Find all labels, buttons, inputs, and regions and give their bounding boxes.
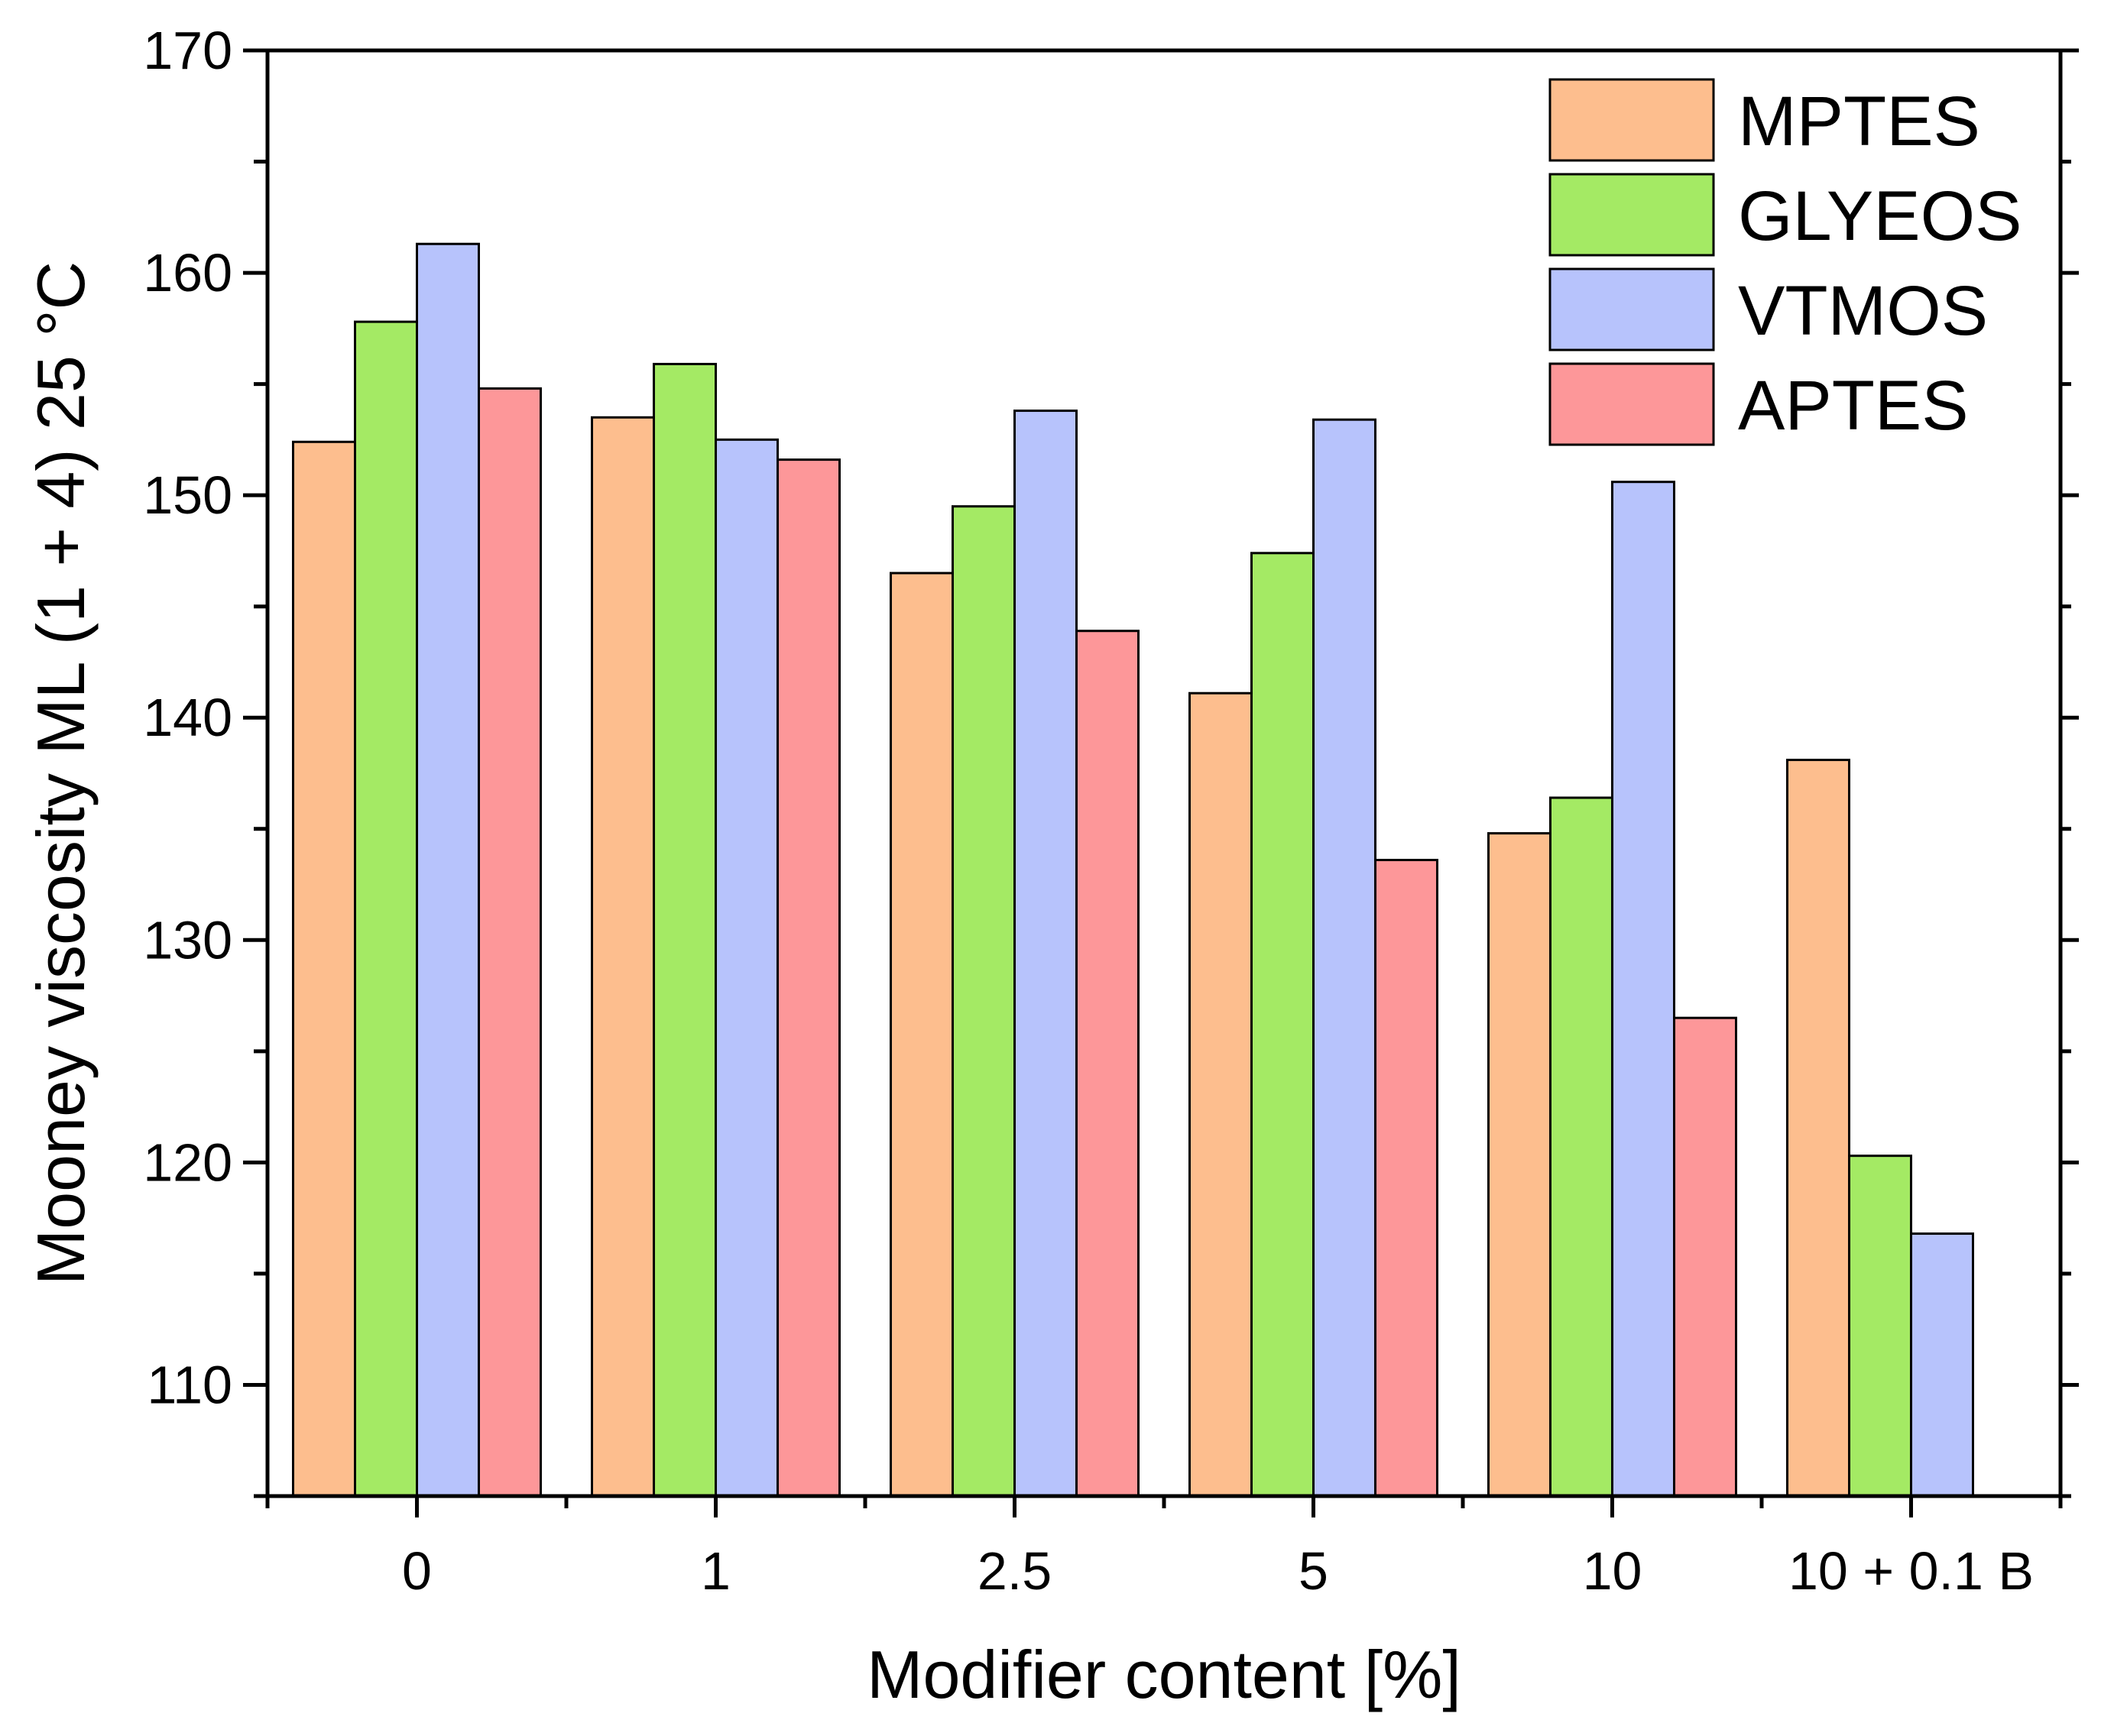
bar-aptes-2-5: [1075, 630, 1140, 1498]
x-tick-label: 2.5: [978, 1541, 1052, 1601]
y-tick-label: 160: [143, 243, 232, 303]
bar-glyeos-10-0-1-B: [1848, 1155, 1912, 1498]
bar-glyeos-2-5: [952, 505, 1016, 1498]
x-tick-label: 10 + 0.1 B: [1788, 1541, 2034, 1601]
y-axis-title: Mooney viscosity ML (1 + 4) 25 °C: [23, 261, 99, 1285]
y-tick-label: 140: [143, 688, 232, 747]
bar-vtmos-10: [1611, 481, 1675, 1498]
x-tick-label: 1: [701, 1541, 731, 1601]
bar-mptes-10: [1487, 832, 1551, 1498]
y-tick-label: 110: [147, 1355, 232, 1414]
y-tick-label: 150: [143, 465, 232, 525]
bar-aptes-1: [777, 458, 841, 1498]
legend: MPTES GLYEOS VTMOS APTES: [1548, 78, 2022, 446]
x-tick-label: 0: [402, 1541, 432, 1601]
bar-vtmos-1: [715, 438, 779, 1498]
legend-label-vtmos: VTMOS: [1738, 272, 1988, 350]
bar-mptes-2-5: [890, 572, 954, 1498]
bar-aptes-0: [478, 387, 542, 1498]
bar-glyeos-10: [1549, 796, 1613, 1498]
x-axis-title: Modifier content [%]: [867, 1637, 1461, 1712]
bar-aptes-5: [1374, 859, 1438, 1498]
bar-mptes-1: [591, 416, 655, 1498]
axes-layer: 110 120 130 140 150 160 170 0 1 2.5 5 10 10 + 0.1 B: [143, 21, 2079, 1601]
bar-vtmos-10-0-1-B: [1910, 1232, 1974, 1498]
bar-glyeos-1: [653, 362, 717, 1498]
legend-swatch-aptes: [1548, 362, 1715, 446]
bar-mptes-10-0-1-B: [1786, 759, 1850, 1498]
bar-vtmos-2-5: [1013, 410, 1078, 1498]
legend-label-glyeos: GLYEOS: [1738, 177, 2022, 255]
bar-mptes-5: [1188, 691, 1253, 1498]
bar-aptes-10: [1673, 1016, 1737, 1498]
bar-vtmos-5: [1312, 418, 1376, 1498]
x-tick-label: 10: [1583, 1541, 1642, 1601]
bars-layer: [292, 242, 1974, 1498]
bar-mptes-0: [292, 440, 356, 1498]
bar-vtmos-0: [416, 242, 480, 1498]
y-tick-label: 170: [143, 21, 232, 80]
legend-label-aptes: APTES: [1738, 367, 1969, 445]
x-tick-label: 5: [1299, 1541, 1328, 1601]
bar-glyeos-0: [354, 320, 418, 1498]
legend-label-mptes: MPTES: [1738, 83, 1980, 160]
legend-swatch-vtmos: [1548, 267, 1715, 351]
legend-swatch-mptes: [1548, 78, 1715, 162]
bar-glyeos-5: [1250, 552, 1315, 1498]
legend-swatch-glyeos: [1548, 173, 1715, 257]
y-tick-label: 120: [143, 1132, 232, 1192]
y-tick-label: 130: [143, 910, 232, 970]
